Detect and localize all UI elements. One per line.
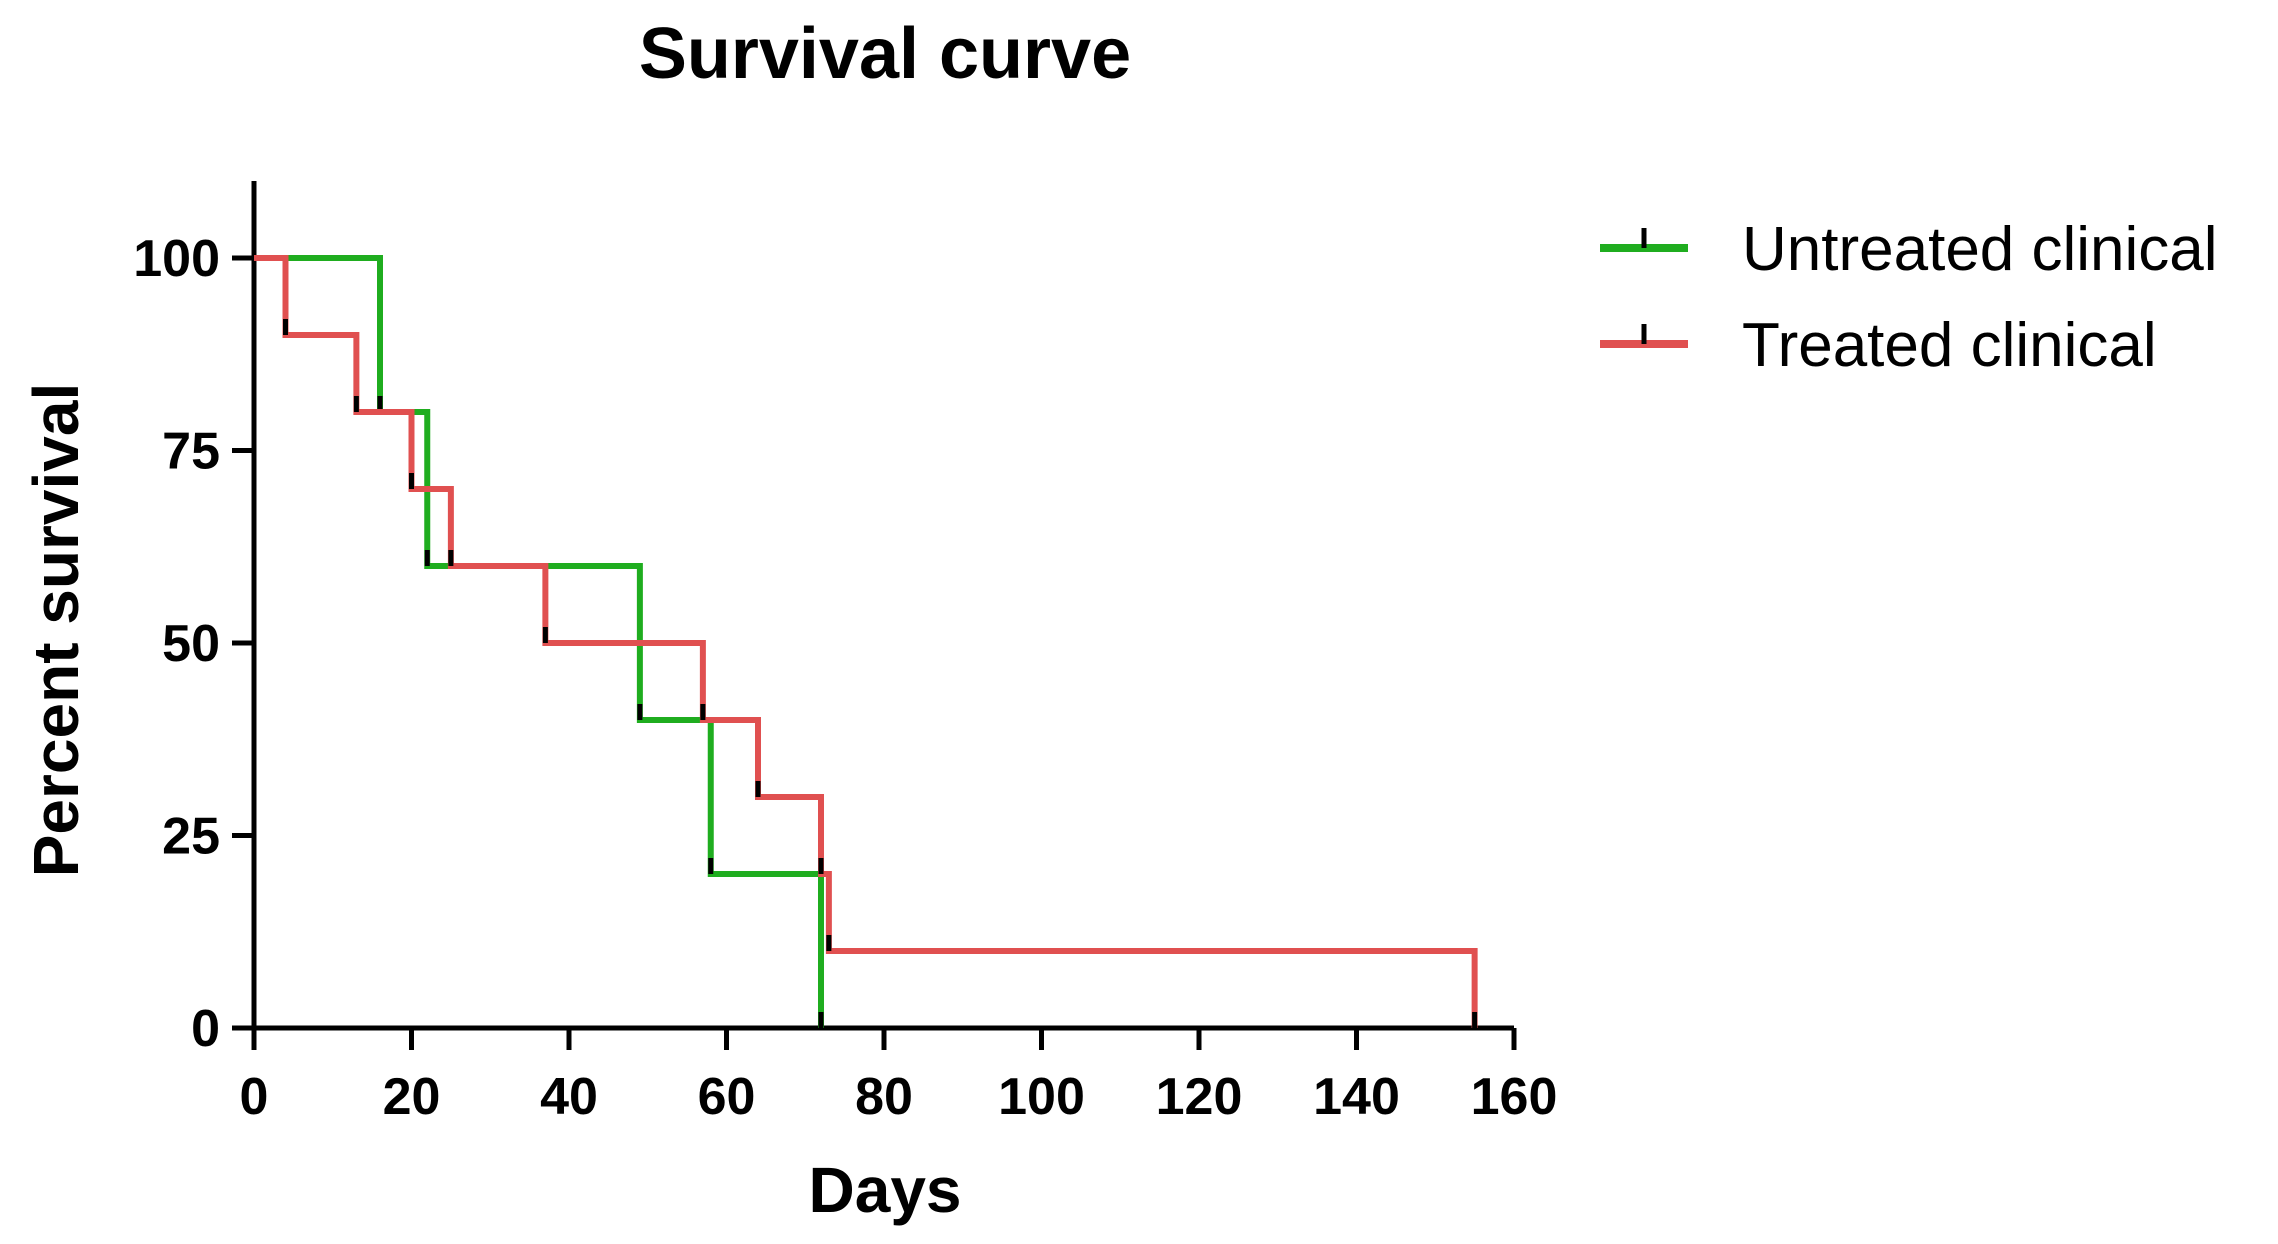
y-tick-label: 50	[162, 615, 220, 673]
x-tick-label: 100	[998, 1068, 1085, 1126]
y-tick-label: 100	[133, 230, 220, 288]
series-2	[254, 255, 1478, 1028]
x-axis-label: Days	[809, 1154, 962, 1226]
series-1	[254, 255, 824, 1028]
series-line	[254, 255, 824, 1028]
x-tick-label: 20	[383, 1068, 441, 1126]
x-tick-label: 120	[1156, 1068, 1243, 1126]
y-tick-label: 25	[162, 808, 220, 866]
legend: Untreated clinical Treated clinical	[1600, 215, 2218, 380]
x-tick-label: 40	[540, 1068, 598, 1126]
series-layer	[254, 255, 1478, 1028]
legend-label: Untreated clinical	[1742, 215, 2218, 284]
x-tick-label: 0	[240, 1068, 269, 1126]
axes: 0 20 40 60 80 100 120 140 160 0 25 50 75 100	[133, 181, 1557, 1126]
x-tick-label: 80	[855, 1068, 913, 1126]
y-tick-label: 75	[162, 423, 220, 481]
legend-label: Treated clinical	[1742, 311, 2157, 380]
x-tick-label: 160	[1471, 1068, 1558, 1126]
y-tick-label: 0	[191, 1000, 220, 1058]
chart-title: Survival curve	[639, 14, 1131, 94]
x-tick-label: 60	[698, 1068, 756, 1126]
legend-item: Treated clinical	[1600, 311, 2157, 380]
legend-item: Untreated clinical	[1600, 215, 2218, 284]
x-tick-label: 140	[1313, 1068, 1400, 1126]
y-axis-label: Percent survival	[20, 383, 92, 878]
series-line	[254, 255, 1478, 1028]
